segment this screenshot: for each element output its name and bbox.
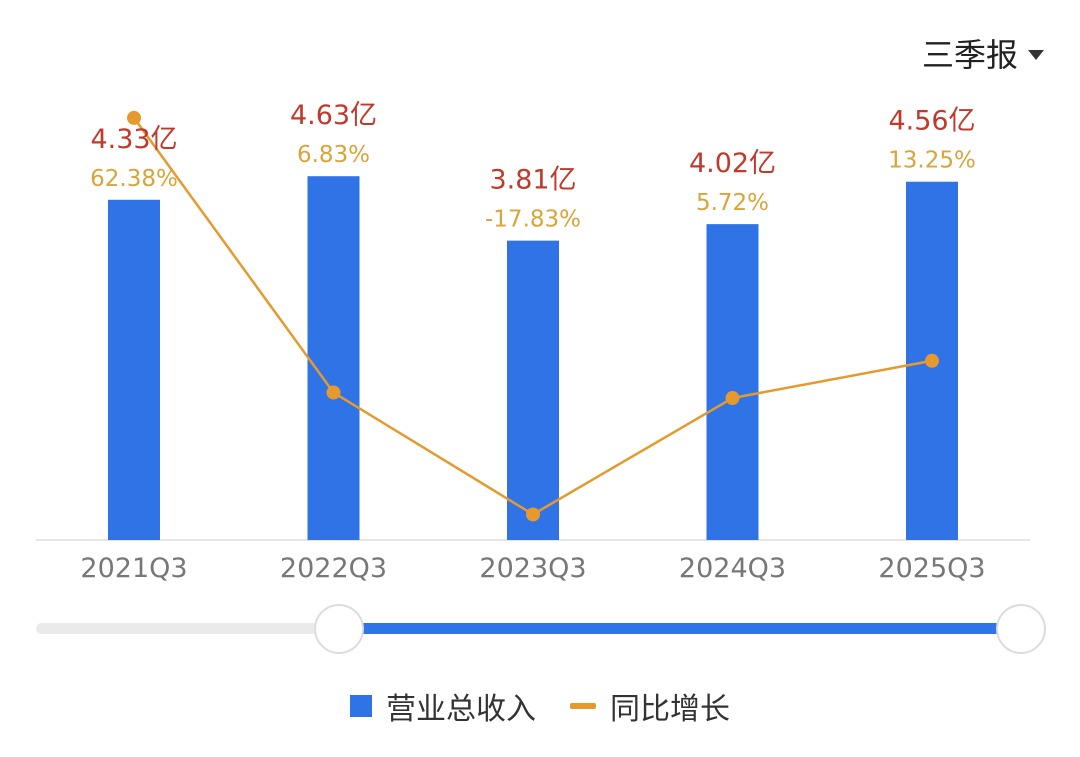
growth-data-label: 62.38% bbox=[90, 166, 178, 192]
revenue-bar[interactable] bbox=[307, 176, 360, 540]
revenue-data-label: 4.33亿 bbox=[90, 124, 177, 155]
slider-start-handle[interactable] bbox=[314, 604, 364, 654]
legend-bar-swatch bbox=[350, 695, 372, 717]
legend-growth-label: 同比增长 bbox=[610, 692, 730, 727]
legend: 营业总收入 同比增长 bbox=[0, 684, 1080, 728]
x-tick-label: 2021Q3 bbox=[80, 553, 187, 584]
range-slider[interactable] bbox=[36, 604, 1046, 654]
growth-point[interactable] bbox=[925, 353, 939, 368]
growth-point[interactable] bbox=[725, 391, 740, 406]
growth-data-label: 13.25% bbox=[888, 148, 976, 174]
growth-point[interactable] bbox=[326, 385, 341, 400]
revenue-data-label: 4.63亿 bbox=[290, 100, 377, 131]
revenue-bar[interactable] bbox=[706, 224, 759, 540]
growth-data-label: -17.83% bbox=[485, 207, 581, 233]
revenue-chart: 62.38% 4.33亿 2021Q3 6.83% 4.63亿 2022Q3 -17.83%… bbox=[36, 100, 1030, 584]
legend-revenue-label: 营业总收入 bbox=[386, 692, 536, 727]
revenue-data-label: 3.81亿 bbox=[489, 165, 576, 196]
x-tick-label: 2022Q3 bbox=[280, 553, 387, 584]
revenue-bar[interactable] bbox=[507, 240, 559, 540]
period-select[interactable]: 三季报 bbox=[922, 30, 1044, 76]
legend-item-growth[interactable]: 同比增长 bbox=[570, 684, 730, 728]
growth-data-label: 5.72% bbox=[696, 190, 769, 216]
legend-item-revenue[interactable]: 营业总收入 bbox=[350, 684, 536, 728]
revenue-data-label: 4.56亿 bbox=[888, 106, 975, 137]
revenue-bar[interactable] bbox=[108, 199, 160, 541]
x-tick-label: 2023Q3 bbox=[479, 553, 586, 584]
revenue-data-label: 4.02亿 bbox=[689, 148, 776, 179]
growth-line-group bbox=[127, 110, 939, 522]
bars-group bbox=[108, 176, 958, 541]
caret-down-icon bbox=[1028, 50, 1044, 60]
period-select-label: 三季报 bbox=[921, 36, 1018, 74]
labels-group: 62.38% 4.33亿 2021Q3 6.83% 4.63亿 2022Q3 -17.83%… bbox=[80, 100, 985, 584]
growth-data-label: 6.83% bbox=[297, 142, 370, 168]
x-tick-label: 2024Q3 bbox=[679, 553, 786, 584]
growth-point[interactable] bbox=[127, 110, 141, 125]
growth-point[interactable] bbox=[526, 507, 540, 522]
x-tick-label: 2025Q3 bbox=[878, 553, 985, 584]
legend-line-swatch bbox=[570, 703, 596, 709]
slider-selected-range bbox=[339, 623, 1021, 634]
slider-end-handle[interactable] bbox=[996, 604, 1046, 654]
